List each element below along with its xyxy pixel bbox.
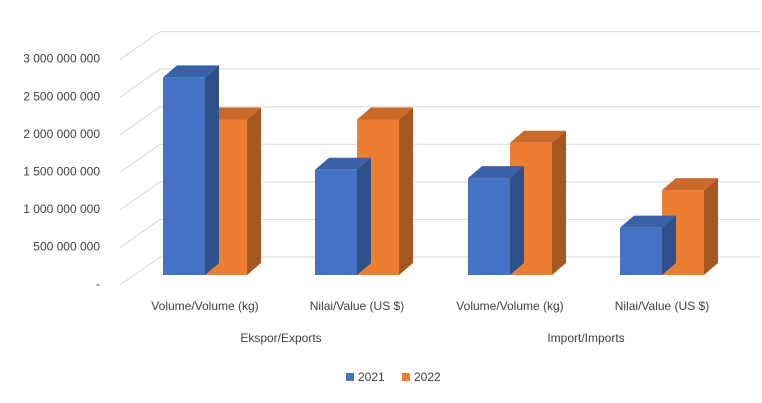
group-label: Import/Imports — [547, 331, 624, 345]
x-tick-label: Nilai/Value (US $) — [615, 299, 709, 313]
bar-top — [468, 166, 524, 179]
y-tick-label: 1 500 000 000 — [23, 164, 100, 178]
y-tick-label: 2 500 000 000 — [23, 89, 100, 103]
bar-side — [662, 215, 676, 275]
legend-swatch — [402, 373, 410, 381]
bar — [468, 178, 510, 275]
bar-top — [510, 130, 566, 143]
y-tick-label: 2 000 000 000 — [23, 127, 100, 141]
x-tick-label: Nilai/Value (US $) — [310, 299, 404, 313]
legend-swatch — [346, 373, 354, 381]
x-tick-label: Volume/Volume (kg) — [151, 299, 258, 313]
bar-top — [163, 65, 219, 78]
y-tick-label: 3 000 000 000 — [23, 52, 100, 66]
y-tick-label: 1 000 000 000 — [23, 202, 100, 216]
bar-top — [662, 178, 718, 191]
bar-side — [704, 178, 718, 275]
bar — [315, 169, 357, 275]
bar — [163, 77, 205, 275]
bar-side — [247, 107, 261, 275]
group-label: Ekspor/Exports — [240, 331, 321, 345]
legend-label: 2021 — [358, 370, 385, 384]
bar-top — [315, 157, 371, 170]
bar-side — [510, 166, 524, 275]
legend-label: 2022 — [414, 370, 441, 384]
x-tick-label: Volume/Volume (kg) — [456, 299, 563, 313]
bar-top — [620, 215, 676, 228]
bar-side — [357, 157, 371, 275]
bar-side — [205, 65, 219, 275]
y-tick-label: 500 000 000 — [33, 240, 100, 254]
bar-side — [552, 130, 566, 275]
bar-top — [357, 107, 413, 120]
grid-line — [119, 68, 760, 98]
grid-line — [119, 31, 760, 60]
bar — [620, 227, 662, 275]
bar-side — [399, 107, 413, 275]
y-tick-label: - — [96, 277, 100, 291]
grid-line — [119, 106, 760, 136]
